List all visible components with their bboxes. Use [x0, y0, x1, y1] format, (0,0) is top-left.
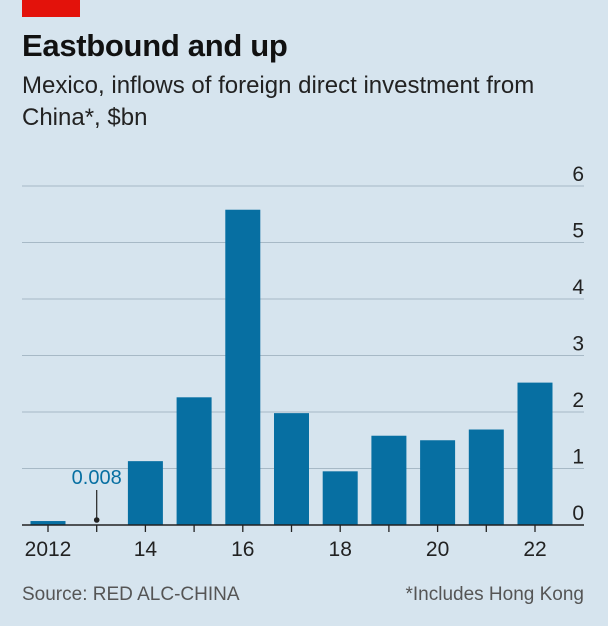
- footnote: *Includes Hong Kong: [405, 584, 584, 605]
- bar: [176, 397, 212, 525]
- bar: [225, 209, 261, 526]
- bar: [322, 471, 358, 525]
- x-tick-label: 14: [134, 538, 158, 561]
- x-tick-label: 2012: [25, 538, 72, 561]
- annotation-dot: [93, 517, 100, 523]
- x-tick-label: 22: [523, 538, 546, 561]
- x-tick-label: 18: [329, 538, 352, 561]
- chart-subtitle: Mexico, inflows of foreign direct invest…: [22, 72, 535, 131]
- bar: [274, 413, 309, 525]
- bar: [517, 382, 553, 525]
- bar: [371, 435, 407, 525]
- y-tick-label: 2: [572, 389, 584, 412]
- data-label: 0.008: [72, 467, 122, 489]
- x-tick-label: 16: [231, 538, 254, 561]
- chart-title: Eastbound and up: [22, 28, 288, 63]
- bar: [468, 429, 504, 525]
- y-tick-label: 6: [572, 163, 584, 186]
- brand-tag: [22, 0, 80, 17]
- bar: [127, 461, 163, 525]
- y-tick-label: 5: [572, 220, 584, 243]
- y-tick-label: 0: [572, 502, 584, 525]
- bar-chart: 0 1 2 3 4 5 6 2012 14 16 18 20 22 0.008: [22, 163, 584, 561]
- bar: [420, 440, 456, 525]
- y-tick-label: 3: [572, 333, 584, 356]
- y-tick-label: 4: [572, 276, 584, 299]
- y-tick-label: 1: [572, 446, 584, 469]
- source-note: Source: RED ALC-CHINA: [22, 584, 240, 605]
- bar: [30, 521, 66, 525]
- x-tick-label: 20: [426, 538, 449, 561]
